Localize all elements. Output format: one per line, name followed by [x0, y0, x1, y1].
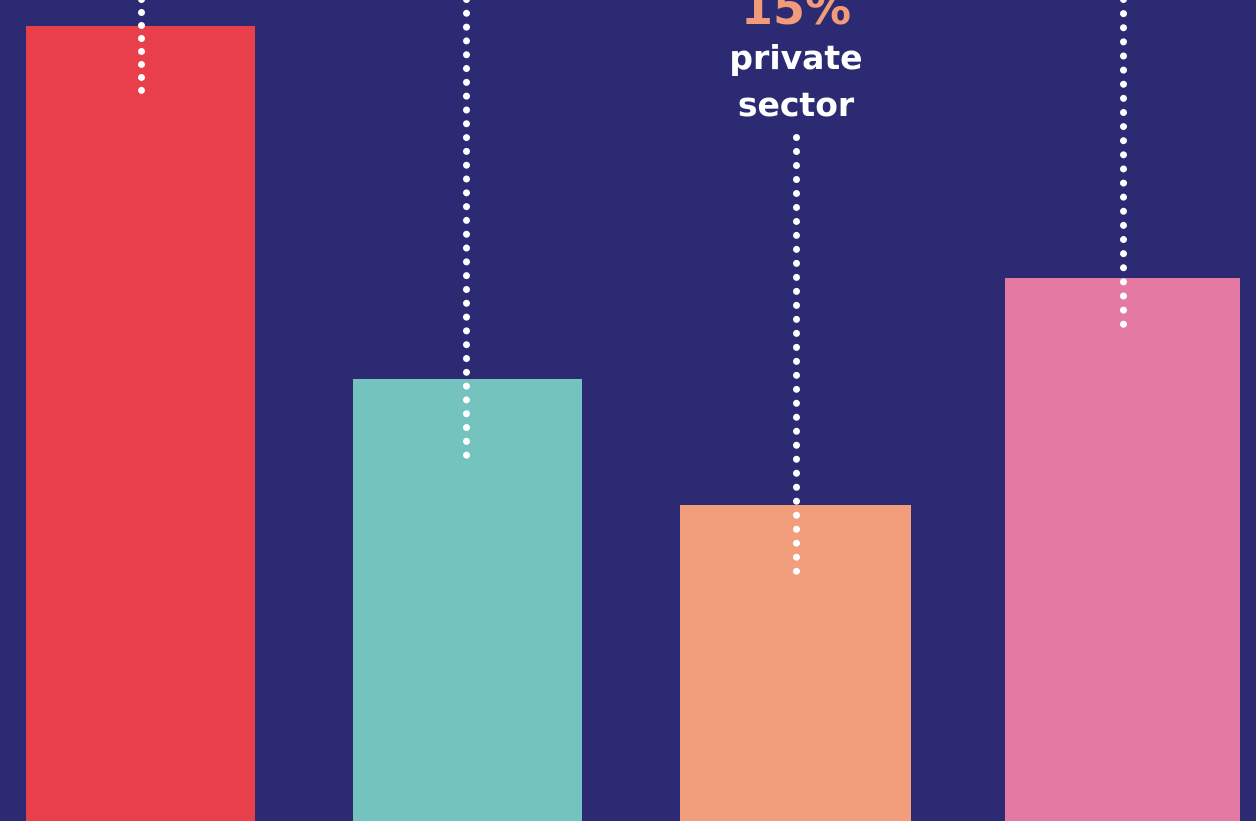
data-label-line-2: sector — [737, 85, 855, 124]
leader-line-1 — [138, 0, 145, 94]
leader-line-4 — [1120, 0, 1127, 328]
bar-4 — [1005, 278, 1240, 821]
data-label-percent: 15% — [740, 0, 852, 35]
leader-line-3 — [793, 134, 800, 575]
data-label-line-1: private — [729, 38, 863, 77]
data-label-private-sector: 15% private sector — [696, 0, 896, 128]
leader-line-2 — [463, 0, 470, 459]
bar-1 — [26, 26, 255, 821]
